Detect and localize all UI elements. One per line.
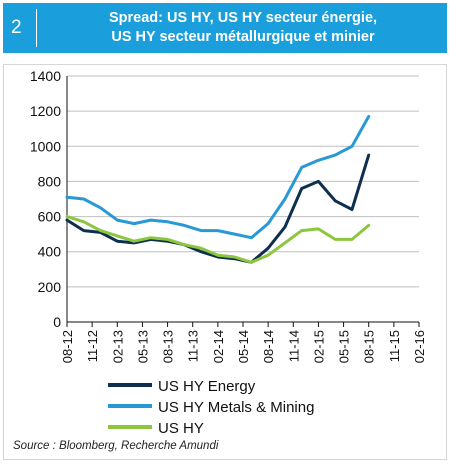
y-tick-label: 200 (38, 279, 62, 295)
x-tick-label: 02-16 (412, 330, 427, 363)
x-tick-label: 11-12 (85, 330, 100, 362)
line-chart: 0 200 400 600 800 1000 1200 1400 08-12 11-12 02-13… (30, 68, 427, 437)
y-tick-label: 1000 (30, 138, 61, 154)
source-note: Source : Bloomberg, Recherche Amundi (13, 440, 219, 452)
x-tick-label: 02-14 (211, 330, 226, 363)
chart-title: Spread: US HY, US HY secteur énergie, US… (43, 9, 443, 47)
legend-item-us-hy-energy-label: US HY Energy (158, 378, 256, 395)
chart-area: 0 200 400 600 800 1000 1200 1400 08-12 11-12 02-13… (3, 64, 447, 460)
y-tick-label: 600 (38, 209, 62, 225)
y-tick-label: 0 (53, 314, 61, 330)
x-tick-label: 11-14 (286, 330, 301, 362)
x-tick-label: 05-14 (236, 330, 251, 363)
x-tick-label: 08-14 (261, 330, 276, 363)
series-line-us-hy-energy (65, 153, 371, 264)
figure-header: 2 Spread: US HY, US HY secteur énergie, … (3, 3, 447, 53)
y-tick-label: 1200 (30, 103, 61, 119)
x-tick-label: 08-12 (60, 330, 75, 363)
title-line-2: US HY secteur métallurgique et minier (111, 29, 375, 45)
title-line-1: Spread: US HY, US HY secteur énergie, (108, 10, 378, 26)
header-separator (36, 9, 37, 47)
x-tick-label: 05-15 (337, 330, 352, 363)
y-tick-label: 400 (38, 244, 62, 260)
x-tick-label: 08-15 (362, 330, 377, 363)
series-line-us-hy-metals-mining (65, 114, 371, 240)
legend-item-us-hy-label: US HY (158, 420, 204, 437)
x-tick-label: 11-15 (387, 330, 402, 362)
figure-number: 2 (11, 17, 22, 38)
y-tick-label: 1400 (30, 68, 61, 84)
x-tick-label: 02-15 (311, 330, 326, 363)
x-tick-label: 05-13 (135, 330, 150, 363)
x-tick-label: 08-13 (161, 330, 176, 363)
y-tick-label: 800 (38, 173, 62, 189)
x-tick-label: 02-13 (110, 330, 125, 363)
x-tick-label: 11-13 (186, 330, 201, 362)
legend-item-us-hy-metals-mining-label: US HY Metals & Mining (158, 399, 314, 416)
series-line-us-hy (65, 215, 371, 264)
